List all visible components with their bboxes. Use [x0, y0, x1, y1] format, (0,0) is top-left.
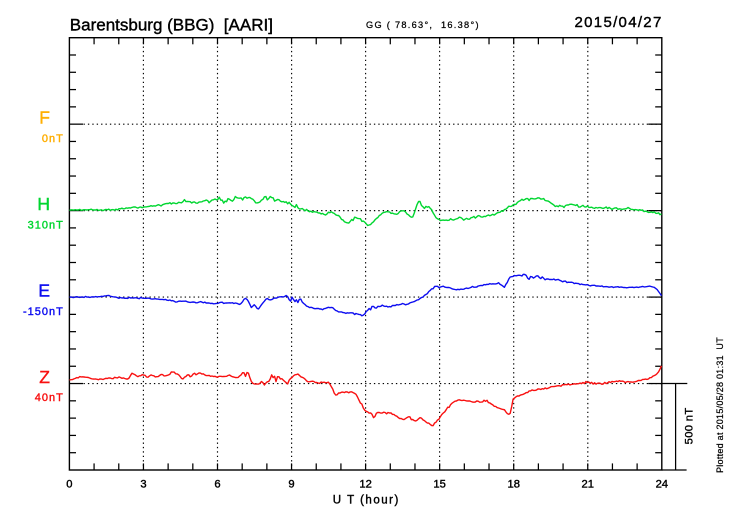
svg-text:H: H [37, 194, 50, 214]
svg-text:U T (hour): U T (hour) [333, 495, 400, 507]
svg-text:40nT: 40nT [35, 392, 64, 404]
svg-text:15: 15 [433, 479, 445, 491]
svg-text:6: 6 [214, 479, 220, 491]
svg-text:9: 9 [288, 479, 294, 491]
svg-text:310nT: 310nT [28, 219, 64, 231]
svg-text:F: F [39, 108, 50, 128]
svg-text:-150nT: -150nT [23, 306, 64, 318]
svg-text:18: 18 [507, 479, 519, 491]
svg-text:12: 12 [359, 479, 371, 491]
svg-text:0: 0 [66, 479, 72, 491]
svg-text:Barentsburg (BBG) [AARI]: Barentsburg (BBG) [AARI] [70, 16, 273, 35]
svg-text:GG ( 78.63°, 16.38°): GG ( 78.63°, 16.38°) [366, 20, 480, 30]
svg-text:500 nT: 500 nT [684, 407, 696, 444]
svg-text:3: 3 [140, 479, 146, 491]
svg-text:24: 24 [656, 479, 668, 491]
svg-text:Z: Z [39, 367, 50, 387]
svg-text:E: E [38, 281, 50, 301]
svg-text:Plotted at 2015/05/28 01:31 U: Plotted at 2015/05/28 01:31 UT [715, 337, 725, 473]
svg-text:0nT: 0nT [42, 133, 64, 145]
svg-text:2015/04/27: 2015/04/27 [575, 14, 663, 31]
svg-text:21: 21 [582, 479, 594, 491]
